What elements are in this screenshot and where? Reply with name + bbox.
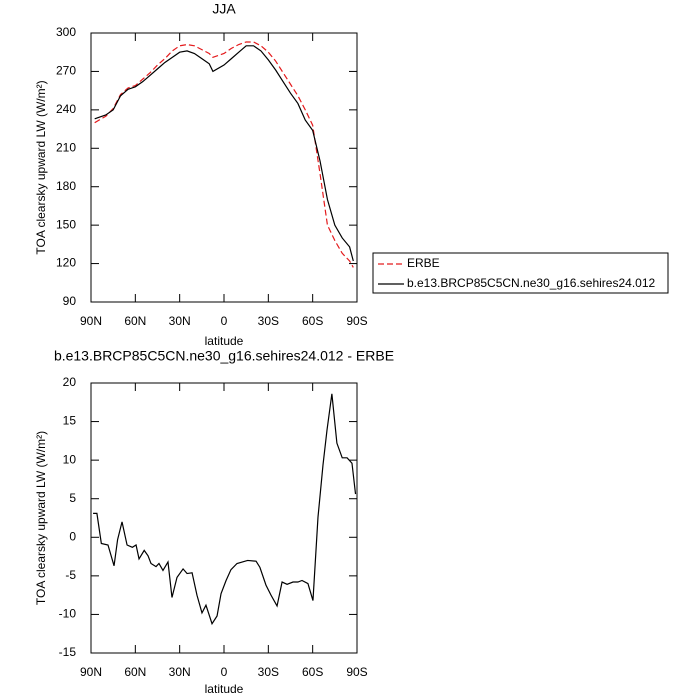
legend-label: b.e13.BRCP85C5CN.ne30_g16.sehires24.012	[407, 276, 655, 290]
x-tick-label: 0	[221, 665, 228, 679]
x-tick-label: 30S	[258, 314, 279, 328]
y-tick-label: 90	[63, 294, 77, 308]
y-axis-label: TOA clearsky upward LW (W/m²)	[34, 80, 48, 254]
x-tick-label: 60S	[302, 314, 323, 328]
y-tick-label: 5	[69, 491, 76, 505]
plot-frame	[90, 32, 358, 303]
x-tick-label: 60N	[124, 314, 146, 328]
x-tick-label: 60N	[124, 665, 146, 679]
y-axis-label: TOA clearsky upward LW (W/m²)	[34, 431, 48, 605]
legend-label: ERBE	[407, 256, 440, 270]
y-tick-label: 240	[56, 102, 76, 116]
chart-title: JJA	[212, 1, 236, 17]
x-axis-label: latitude	[205, 334, 244, 348]
x-tick-label: 60S	[302, 665, 323, 679]
y-tick-label: 270	[56, 64, 76, 78]
y-tick-label: 10	[63, 452, 77, 466]
y-tick-label: 20	[63, 375, 77, 389]
x-axis-label: latitude	[205, 682, 244, 696]
x-tick-label: 90N	[80, 314, 102, 328]
y-tick-label: 150	[56, 217, 76, 231]
chart-title: b.e13.BRCP85C5CN.ne30_g16.sehires24.012 …	[54, 348, 394, 364]
y-tick-label: 180	[56, 179, 76, 193]
data-line	[93, 393, 357, 626]
x-tick-label: 90N	[80, 665, 102, 679]
plot-frame	[90, 382, 358, 654]
y-tick-label: 120	[56, 256, 76, 270]
data-line	[94, 41, 354, 268]
x-tick-label: 0	[221, 314, 228, 328]
x-tick-label: 90S	[346, 314, 367, 328]
y-tick-label: 15	[63, 414, 77, 428]
y-tick-label: 0	[69, 529, 76, 543]
legend-box	[372, 252, 669, 294]
x-tick-label: 30N	[169, 665, 191, 679]
y-tick-label: -10	[59, 607, 77, 621]
y-tick-label: -5	[65, 568, 76, 582]
x-tick-label: 90S	[346, 665, 367, 679]
data-line	[94, 45, 354, 262]
x-tick-label: 30S	[258, 665, 279, 679]
y-tick-label: -15	[59, 645, 77, 659]
y-tick-label: 210	[56, 140, 76, 154]
x-tick-label: 30N	[169, 314, 191, 328]
y-tick-label: 300	[56, 25, 76, 39]
